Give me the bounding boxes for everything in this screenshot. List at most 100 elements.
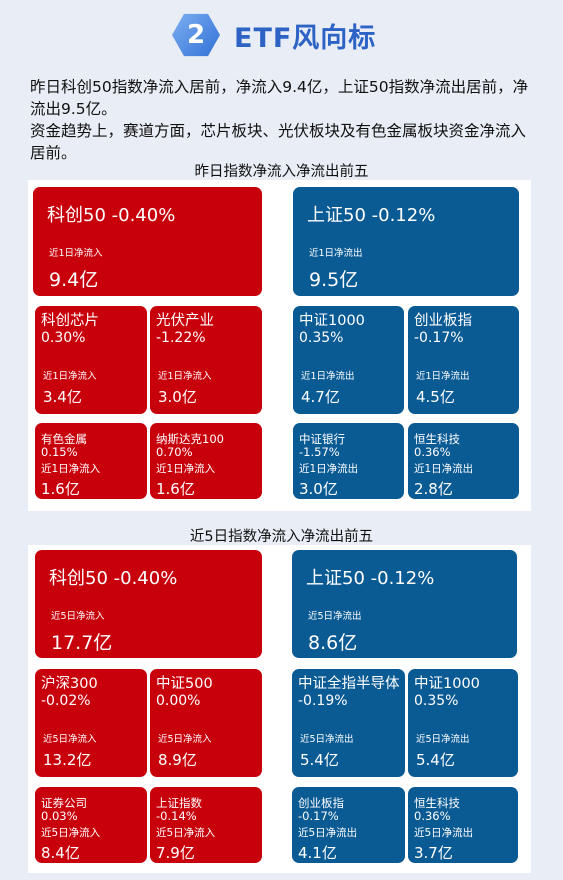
card-value: 8.9亿 xyxy=(158,751,197,769)
card-value: 3.4亿 xyxy=(43,388,82,406)
card-value: 8.6亿 xyxy=(308,632,358,654)
outflow-card: 创业板指 -0.17% 近1日净流出 4.5亿 xyxy=(408,306,519,414)
outflow-card: 创业板指 -0.17% 近5日净流出 4.1亿 xyxy=(292,787,405,863)
inflow-card: 纳斯达克100 0.70% 近1日净流入 1.6亿 xyxy=(150,423,262,499)
card-change: 0.36% xyxy=(414,809,451,823)
outflow-card: 中证全指半导体 -0.19% 近5日净流出 5.4亿 xyxy=(292,669,405,777)
intro-line-1: 昨日科创50指数净流入居前，净流入9.4亿，上证50指数净流出居前，净流出9.5… xyxy=(30,78,529,118)
card-value: 7.9亿 xyxy=(156,844,195,862)
inflow-top-card: 科创50 -0.40% 近5日净流入 17.7亿 xyxy=(35,550,262,658)
card-value: 2.8亿 xyxy=(414,480,453,498)
section2-panel: 科创50 -0.40% 近5日净流入 17.7亿 上证50 -0.12% 近5日… xyxy=(28,545,531,873)
card-label: 近1日净流出 xyxy=(414,463,474,475)
card-change: 0.15% xyxy=(41,445,78,459)
card-change: -0.17% xyxy=(414,330,464,346)
page-title: ETF风向标 xyxy=(234,23,377,54)
card-value: 4.7亿 xyxy=(301,388,340,406)
intro-text: 昨日科创50指数净流入居前，净流入9.4亿，上证50指数净流出居前，净流出9.5… xyxy=(30,76,535,164)
card-value: 1.6亿 xyxy=(41,480,80,498)
card-label: 近5日净流入 xyxy=(156,827,216,839)
section2-title: 近5日指数净流入净流出前五 xyxy=(189,529,374,545)
card-change: 0.00% xyxy=(156,693,201,709)
card-label: 近5日净流入 xyxy=(51,611,105,622)
section1-panel: 科创50 -0.40% 近1日净流入 9.4亿 上证50 -0.12% 近1日净… xyxy=(28,180,531,511)
card-value: 3.0亿 xyxy=(299,480,338,498)
card-name: 有色金属 xyxy=(41,432,87,446)
section1-title: 昨日指数净流入净流出前五 xyxy=(194,164,369,180)
card-change: 0.36% xyxy=(414,445,451,459)
card-name: 上证50 -0.12% xyxy=(307,205,436,226)
card-label: 近1日净流入 xyxy=(49,248,103,259)
inflow-card: 光伏产业 -1.22% 近1日净流入 3.0亿 xyxy=(150,306,262,414)
card-change: 0.35% xyxy=(414,693,459,709)
card-name: 证券公司 xyxy=(41,796,87,810)
card-value: 5.4亿 xyxy=(416,751,455,769)
header: 2 ETF风向标 xyxy=(0,0,563,70)
card-name: 中证银行 xyxy=(299,432,345,446)
card-change: -0.02% xyxy=(41,693,91,709)
card-change: 0.70% xyxy=(156,445,193,459)
card-name: 科创芯片 xyxy=(41,313,99,329)
card-change: -1.57% xyxy=(299,445,340,459)
card-name: 上证50 -0.12% xyxy=(306,568,435,589)
card-value: 3.0亿 xyxy=(158,388,197,406)
card-change: -0.14% xyxy=(156,809,197,823)
card-change: -0.19% xyxy=(298,693,348,709)
card-value: 9.4亿 xyxy=(49,269,99,291)
card-name: 中证1000 xyxy=(299,313,365,329)
card-value: 9.5亿 xyxy=(309,269,359,291)
section-number-badge: 2 xyxy=(172,13,220,57)
card-label: 近5日净流入 xyxy=(41,827,101,839)
card-name: 中证全指半导体 xyxy=(298,676,400,692)
inflow-card: 上证指数 -0.14% 近5日净流入 7.9亿 xyxy=(150,787,262,863)
card-label: 近1日净流出 xyxy=(309,248,363,259)
card-name: 纳斯达克100 xyxy=(156,432,224,446)
card-label: 近1日净流出 xyxy=(299,463,359,475)
inflow-card: 科创芯片 0.30% 近1日净流入 3.4亿 xyxy=(35,306,147,414)
intro-line-2: 资金趋势上，赛道方面，芯片板块、光伏板块及有色金属板块资金净流入居前。 xyxy=(30,122,527,162)
outflow-card: 中证银行 -1.57% 近1日净流出 3.0亿 xyxy=(293,423,404,499)
card-name: 上证指数 xyxy=(156,796,202,810)
card-value: 13.2亿 xyxy=(43,751,92,769)
inflow-card: 证券公司 0.03% 近5日净流入 8.4亿 xyxy=(35,787,147,863)
inflow-card: 中证500 0.00% 近5日净流入 8.9亿 xyxy=(150,669,262,777)
card-name: 光伏产业 xyxy=(156,313,214,329)
card-label: 近1日净流出 xyxy=(301,371,355,382)
card-label: 近5日净流出 xyxy=(298,827,358,839)
card-value: 8.4亿 xyxy=(41,844,80,862)
card-label: 近1日净流出 xyxy=(416,371,470,382)
card-change: -1.22% xyxy=(156,330,206,346)
card-label: 近5日净流出 xyxy=(300,734,354,745)
card-label: 近5日净流出 xyxy=(308,611,362,622)
card-change: 0.03% xyxy=(41,809,78,823)
card-name: 中证500 xyxy=(156,676,213,692)
card-label: 近1日净流入 xyxy=(158,371,212,382)
card-label: 近5日净流出 xyxy=(416,734,470,745)
card-value: 4.1亿 xyxy=(298,844,337,862)
outflow-card: 中证1000 0.35% 近1日净流出 4.7亿 xyxy=(293,306,404,414)
card-name: 中证1000 xyxy=(414,676,480,692)
card-change: 0.30% xyxy=(41,330,86,346)
outflow-card: 恒生科技 0.36% 近5日净流出 3.7亿 xyxy=(408,787,518,863)
card-change: 0.35% xyxy=(299,330,344,346)
card-name: 恒生科技 xyxy=(414,432,460,446)
card-label: 近5日净流出 xyxy=(414,827,474,839)
outflow-top-card: 上证50 -0.12% 近1日净流出 9.5亿 xyxy=(293,187,519,296)
card-label: 近5日净流入 xyxy=(158,734,212,745)
outflow-card: 中证1000 0.35% 近5日净流出 5.4亿 xyxy=(408,669,518,777)
card-name: 创业板指 xyxy=(298,796,344,810)
card-value: 17.7亿 xyxy=(51,632,113,654)
inflow-card: 沪深300 -0.02% 近5日净流入 13.2亿 xyxy=(35,669,147,777)
card-name: 沪深300 xyxy=(41,676,98,692)
card-label: 近5日净流入 xyxy=(43,734,97,745)
card-name: 恒生科技 xyxy=(414,796,460,810)
outflow-top-card: 上证50 -0.12% 近5日净流出 8.6亿 xyxy=(292,550,517,658)
card-value: 4.5亿 xyxy=(416,388,455,406)
card-change: -0.17% xyxy=(298,809,339,823)
card-name: 科创50 -0.40% xyxy=(49,568,178,589)
outflow-card: 恒生科技 0.36% 近1日净流出 2.8亿 xyxy=(408,423,519,499)
card-label: 近1日净流入 xyxy=(156,463,216,475)
card-name: 科创50 -0.40% xyxy=(47,205,176,226)
card-label: 近1日净流入 xyxy=(43,371,97,382)
inflow-top-card: 科创50 -0.40% 近1日净流入 9.4亿 xyxy=(33,187,262,296)
